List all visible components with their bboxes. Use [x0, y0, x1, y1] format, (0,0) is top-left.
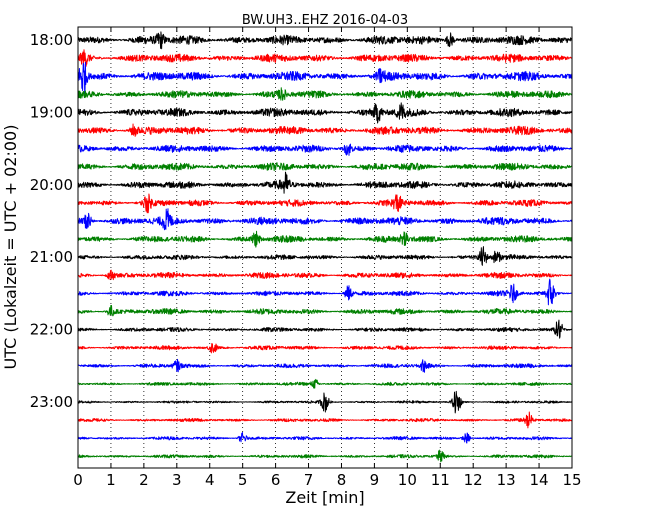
y-tick-label: 19:00 [30, 103, 73, 121]
x-tick-label: 2 [139, 471, 149, 489]
x-tick-label: 11 [431, 471, 450, 489]
chart-title: BW.UH3..EHZ 2016-04-03 [242, 13, 408, 28]
seismogram-trace-2315 [77, 411, 573, 429]
x-axis: 0 1 2 3 4 5 6 7 8 9 10 11 12 13 14 15 [73, 27, 582, 489]
x-axis-label: Zeit [min] [285, 488, 364, 507]
x-tick-label: 7 [304, 471, 314, 489]
seismogram-trace-2330 [77, 432, 573, 444]
seismogram-trace-2245 [77, 378, 573, 389]
y-tick-label: 20:00 [30, 176, 73, 194]
seismogram-trace-2000 [77, 171, 573, 194]
seismogram-trace-1900 [77, 102, 573, 124]
seismogram-trace-2030 [77, 208, 573, 231]
x-tick-label: 5 [238, 471, 248, 489]
seismogram-trace-2200 [77, 319, 573, 339]
seismogram-trace-2215 [77, 343, 573, 354]
seismogram-trace-2145 [77, 304, 573, 317]
y-tick-label: 18:00 [30, 31, 73, 49]
x-tick-label: 4 [205, 471, 215, 489]
y-axis: 18:00 19:00 20:00 21:00 22:00 23:00 [30, 31, 572, 411]
seismogram-trace-2230 [77, 358, 573, 373]
seismogram-trace-1815 [77, 49, 573, 67]
x-tick-label: 12 [464, 471, 483, 489]
x-tick-label: 6 [271, 471, 281, 489]
grid-lines [110, 27, 540, 468]
x-tick-label: 10 [398, 471, 417, 489]
seismogram-trace-2130 [77, 278, 573, 306]
x-tick-label: 14 [530, 471, 549, 489]
seismogram-trace-2345 [77, 449, 573, 463]
seismogram-trace-1830 [77, 61, 573, 94]
x-tick-label: 15 [562, 471, 581, 489]
x-tick-label: 0 [73, 471, 83, 489]
seismogram-trace-2015 [77, 193, 573, 214]
y-tick-label: 23:00 [30, 393, 73, 411]
seismogram-trace-2115 [77, 269, 573, 281]
seismogram-trace-1845 [77, 87, 573, 101]
seismogram-trace-1915 [77, 123, 573, 137]
seismogram-trace-2045 [77, 230, 573, 248]
seismogram-trace-1930 [77, 143, 573, 156]
x-tick-label: 1 [106, 471, 116, 489]
plot-frame [77, 26, 573, 469]
x-tick-label: 3 [172, 471, 182, 489]
seismogram-trace-2300 [77, 390, 573, 414]
seismogram-trace-1800 [77, 31, 573, 50]
seismogram-trace-1945 [77, 162, 573, 172]
x-tick-label: 8 [337, 471, 347, 489]
y-tick-label: 22:00 [30, 321, 73, 339]
x-tick-label: 9 [370, 471, 380, 489]
seismogram-traces [77, 31, 573, 463]
y-axis-label: UTC (Lokalzeit = UTC + 02:00) [1, 125, 20, 370]
y-tick-label: 21:00 [30, 248, 73, 266]
seismogram-trace-2100 [77, 246, 573, 266]
x-tick-label: 13 [497, 471, 516, 489]
